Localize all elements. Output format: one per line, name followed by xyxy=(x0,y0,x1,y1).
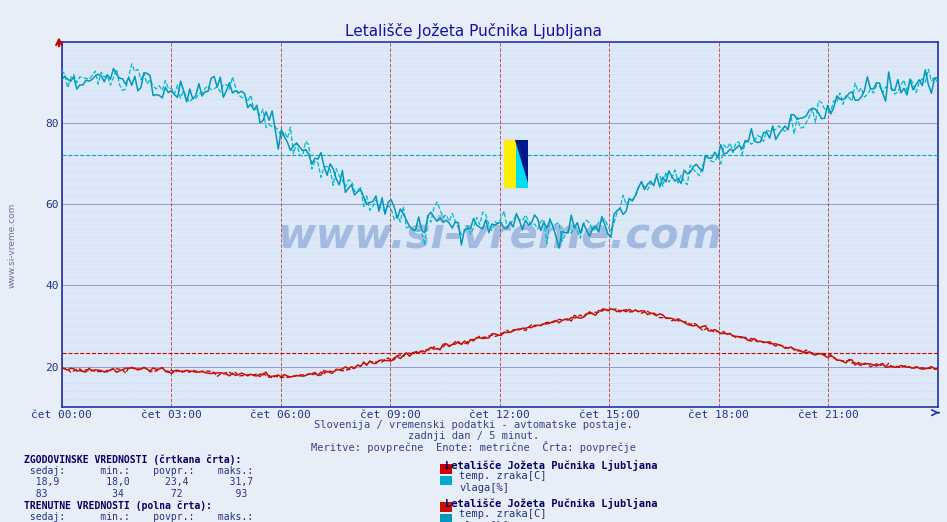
Text: Letališče Jožeta Pučnika Ljubljana: Letališče Jožeta Pučnika Ljubljana xyxy=(445,460,657,471)
Text: sedaj:      min.:    povpr.:    maks.:: sedaj: min.: povpr.: maks.: xyxy=(24,466,253,476)
Polygon shape xyxy=(515,140,528,183)
Text: temp. zraka[C]: temp. zraka[C] xyxy=(459,509,546,519)
Text: ZGODOVINSKE VREDNOSTI (črtkana črta):: ZGODOVINSKE VREDNOSTI (črtkana črta): xyxy=(24,454,241,465)
Text: zadnji dan / 5 minut.: zadnji dan / 5 minut. xyxy=(408,431,539,441)
Text: TRENUTNE VREDNOSTI (polna črta):: TRENUTNE VREDNOSTI (polna črta): xyxy=(24,500,212,511)
Text: www.si-vreme.com: www.si-vreme.com xyxy=(8,203,17,288)
Text: www.si-vreme.com: www.si-vreme.com xyxy=(277,215,722,256)
Text: vlaga[%]: vlaga[%] xyxy=(459,521,509,522)
Bar xyxy=(516,140,528,188)
Text: Letališče Jožeta Pučnika Ljubljana: Letališče Jožeta Pučnika Ljubljana xyxy=(345,23,602,40)
Text: Meritve: povprečne  Enote: metrične  Črta: povprečje: Meritve: povprečne Enote: metrične Črta:… xyxy=(311,441,636,453)
Text: Slovenija / vremenski podatki - avtomatske postaje.: Slovenija / vremenski podatki - avtomats… xyxy=(314,420,633,430)
Bar xyxy=(504,140,516,188)
Text: Letališče Jožeta Pučnika Ljubljana: Letališče Jožeta Pučnika Ljubljana xyxy=(445,498,657,509)
Text: vlaga[%]: vlaga[%] xyxy=(459,483,509,493)
Text: sedaj:      min.:    povpr.:    maks.:: sedaj: min.: povpr.: maks.: xyxy=(24,512,253,521)
Text: temp. zraka[C]: temp. zraka[C] xyxy=(459,471,546,481)
Text: 83           34        72         93: 83 34 72 93 xyxy=(24,489,247,499)
Text: 18,9        18,0      23,4       31,7: 18,9 18,0 23,4 31,7 xyxy=(24,477,253,487)
